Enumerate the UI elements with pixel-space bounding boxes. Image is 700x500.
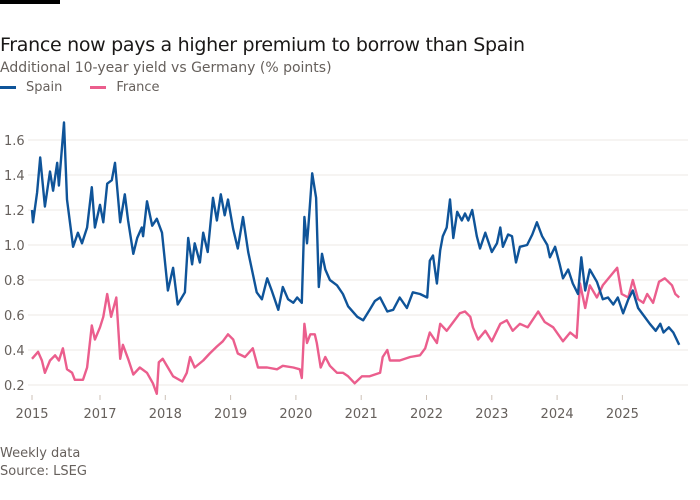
legend-label-france: France <box>116 80 160 95</box>
footnote: Weekly data <box>0 446 81 461</box>
y-tick-label: 0.6 <box>4 309 25 324</box>
x-tick-label: 2025 <box>606 407 639 422</box>
legend-swatch-spain <box>0 86 16 89</box>
chart-title: France now pays a higher premium to borr… <box>0 34 525 56</box>
y-tick-label: 0.4 <box>4 344 25 359</box>
x-tick-label: 2022 <box>410 407 443 422</box>
x-tick-label: 2017 <box>83 407 116 422</box>
x-tick-label: 2018 <box>149 407 182 422</box>
legend-swatch-france <box>90 86 107 89</box>
series-line-france <box>31 266 681 395</box>
brand-bar <box>0 0 60 4</box>
legend-label-spain: Spain <box>26 80 63 95</box>
y-tick-label: 1.6 <box>4 134 25 149</box>
legend-item-spain: Spain <box>0 80 62 95</box>
x-tick-label: 2015 <box>15 407 48 422</box>
x-tick-label: 2021 <box>345 407 378 422</box>
y-tick-label: 0.2 <box>4 379 25 394</box>
series-line-spain <box>30 121 681 346</box>
legend: Spain France <box>0 80 160 95</box>
x-tick-label: 2020 <box>279 407 312 422</box>
y-tick-label: 1.4 <box>4 169 25 184</box>
legend-item-france: France <box>90 80 160 95</box>
y-tick-label: 1.2 <box>4 204 25 219</box>
x-tick-label: 2023 <box>475 407 508 422</box>
x-tick-label: 2024 <box>541 407 574 422</box>
x-tick-label: 2019 <box>214 407 247 422</box>
chart-subtitle: Additional 10-year yield vs Germany (% p… <box>0 60 332 76</box>
source: Source: LSEG <box>0 464 87 479</box>
y-tick-label: 1.0 <box>4 239 25 254</box>
y-tick-label: 0.8 <box>4 274 25 289</box>
